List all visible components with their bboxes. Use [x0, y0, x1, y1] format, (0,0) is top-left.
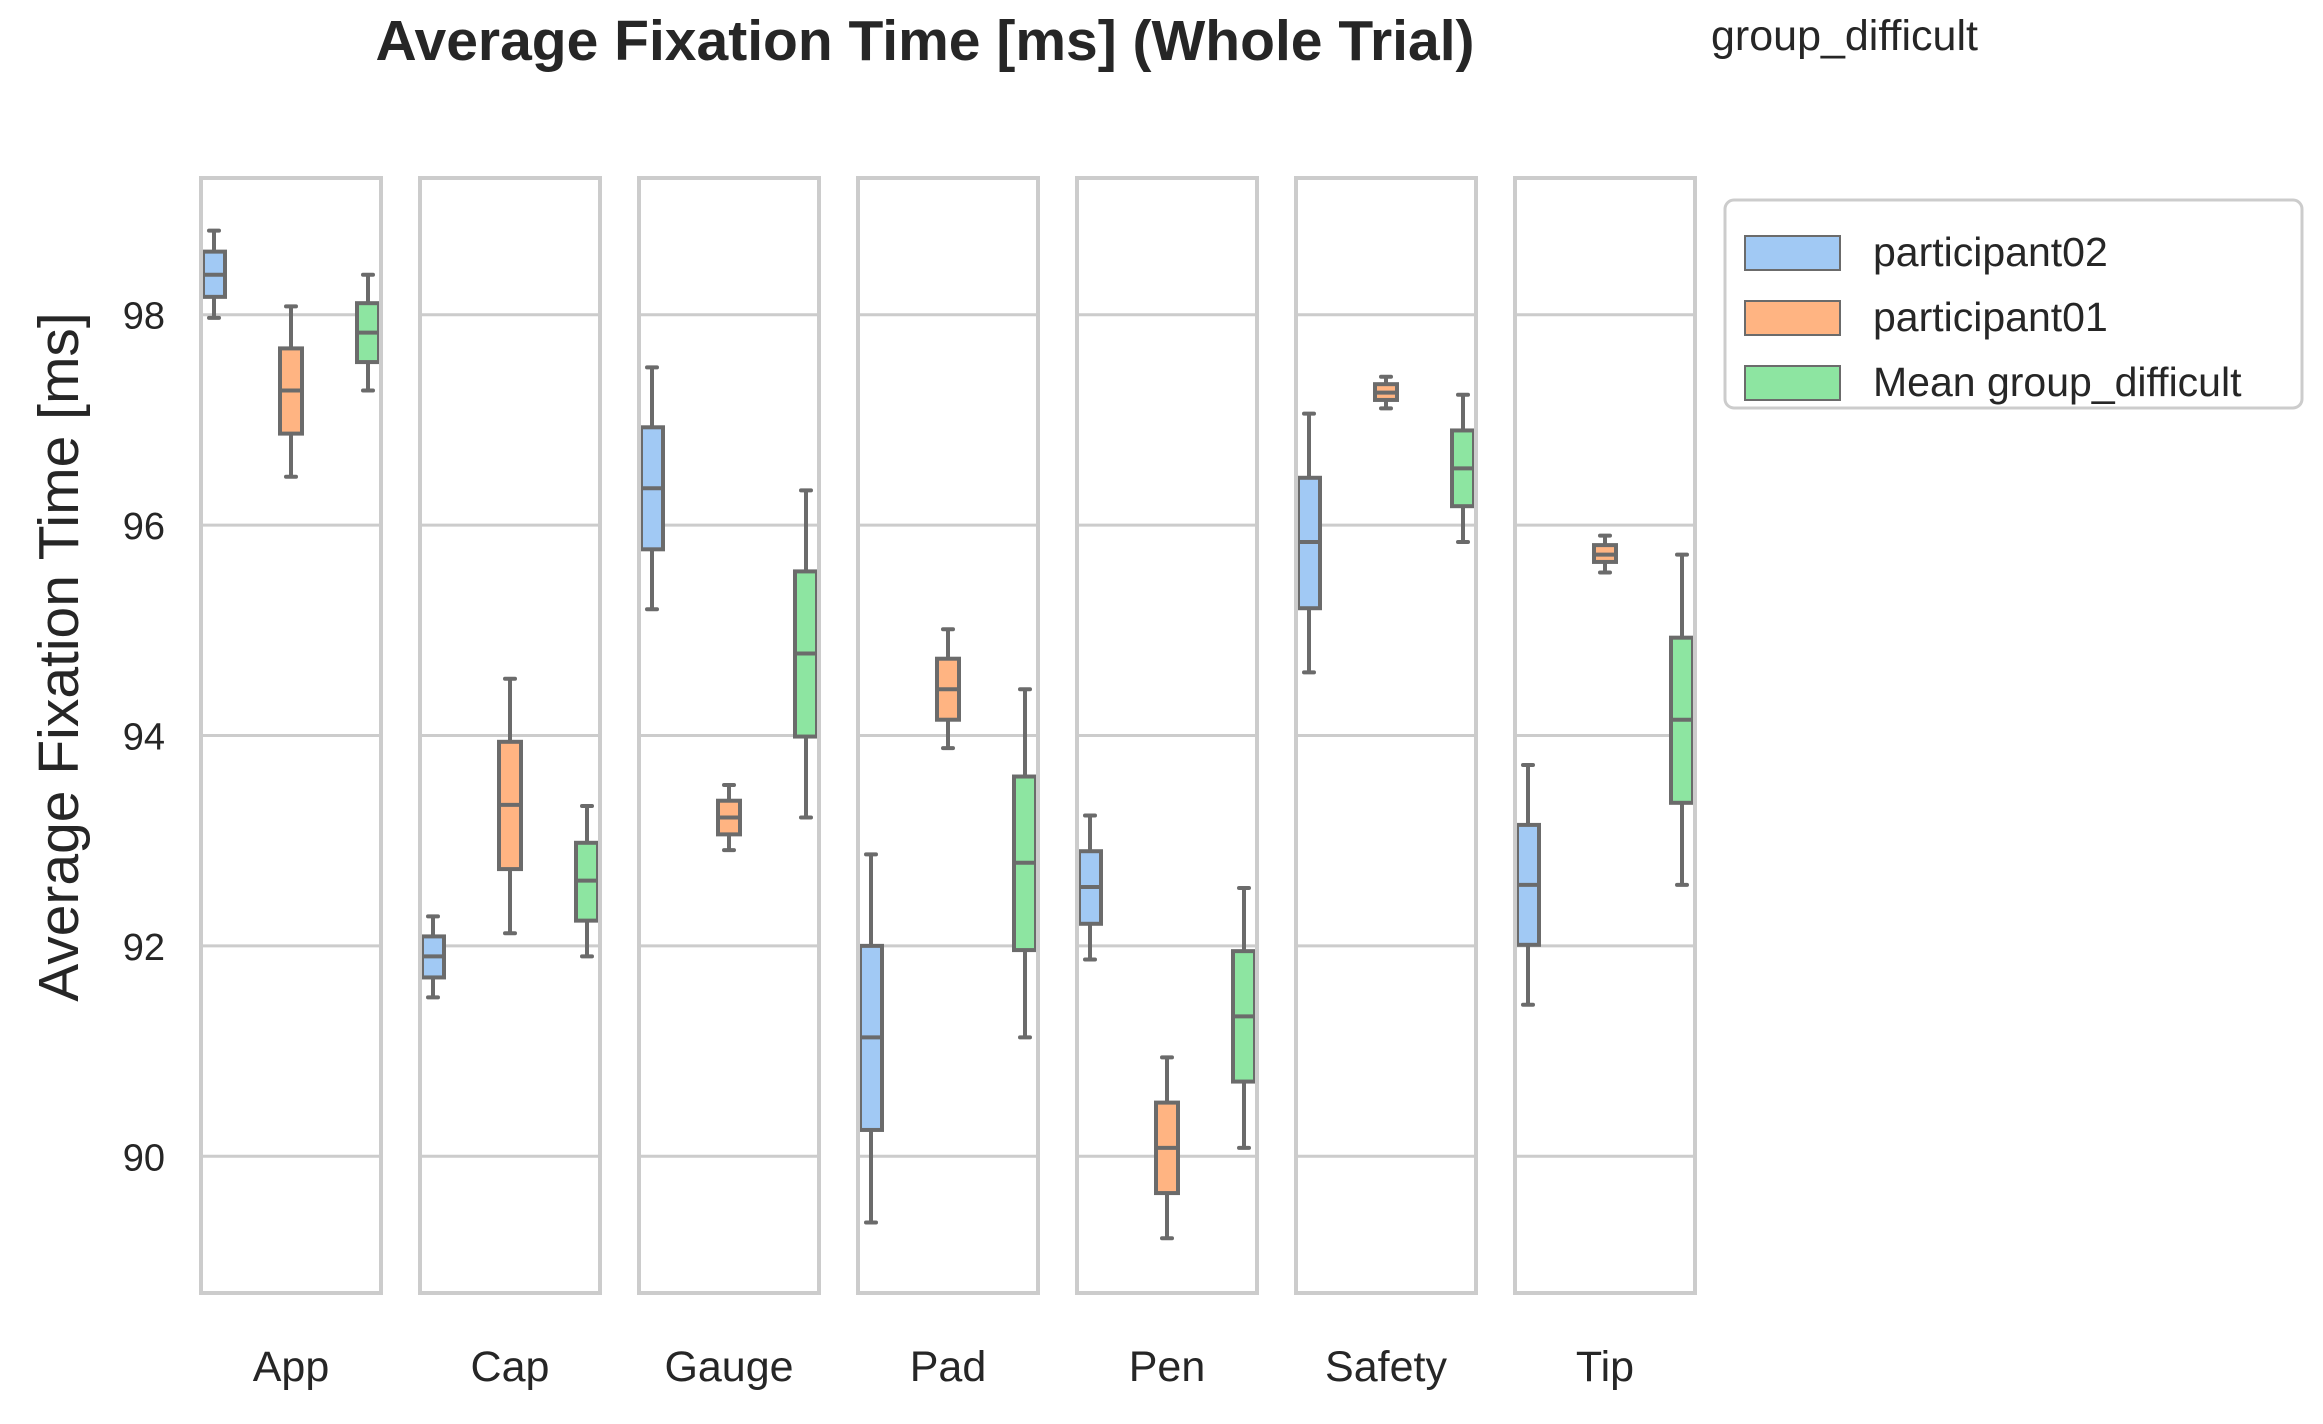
box-participant01-pen	[1154, 1055, 1180, 1241]
box-mean-group-difficult-cap	[574, 803, 600, 959]
box-mean-group-difficult-pad	[1012, 687, 1038, 1040]
facet-panels: App Cap Gauge Pad Pen Safety Tip	[199, 176, 1697, 1391]
y-tick-label: 96	[123, 506, 165, 548]
facet-panel-app: App	[199, 176, 383, 1391]
facet-frame	[418, 176, 602, 1295]
box-participant01-app	[278, 304, 304, 479]
box-mean-group-difficult-app	[355, 272, 381, 393]
facet-frame	[856, 176, 1040, 1295]
box-participant01-safety	[1373, 374, 1399, 411]
box-participant01-tip	[1592, 533, 1618, 575]
legend-label: participant02	[1873, 229, 2108, 275]
box-mean-group-difficult-gauge	[793, 488, 819, 820]
box-participant02-cap	[420, 914, 446, 1000]
legend-item-mean-group-difficult: Mean group_difficult	[1744, 359, 2242, 405]
facet-frame	[199, 176, 383, 1295]
y-axis-label: Average Fixation Time [ms]	[27, 312, 91, 1002]
y-tick-label: 94	[123, 717, 165, 759]
category-label-pad: Pad	[910, 1343, 987, 1391]
y-tick-label: 92	[123, 927, 165, 969]
box-mean-group-difficult-tip	[1669, 552, 1695, 887]
facet-panel-pad: Pad	[856, 176, 1040, 1391]
category-label-tip: Tip	[1576, 1343, 1634, 1391]
legend: participant02 participant01 Mean group_dif…	[1723, 198, 2304, 410]
box-participant01-cap	[497, 676, 523, 936]
facet-frame	[637, 176, 821, 1295]
box-participant02-safety	[1296, 411, 1322, 675]
legend-title: group_difficult	[1711, 12, 1978, 60]
facet-frame	[1075, 176, 1259, 1295]
category-label-pen: Pen	[1129, 1343, 1206, 1391]
category-label-safety: Safety	[1325, 1343, 1447, 1391]
legend-label: Mean group_difficult	[1873, 359, 2242, 405]
legend-item-participant01: participant01	[1744, 294, 2108, 340]
box-mean-group-difficult-safety	[1450, 392, 1476, 544]
facet-panel-tip: Tip	[1513, 176, 1697, 1391]
y-tick-label: 90	[123, 1137, 165, 1179]
facet-panel-safety: Safety	[1294, 176, 1478, 1391]
box-participant02-gauge	[639, 365, 665, 612]
category-label-gauge: Gauge	[664, 1343, 793, 1391]
legend-label: participant01	[1873, 294, 2108, 340]
y-tick-label: 98	[123, 296, 165, 338]
box-mean-group-difficult-pen	[1231, 886, 1257, 1150]
facet-frame	[1513, 176, 1697, 1295]
chart-title: Average Fixation Time [ms] (Whole Trial)	[375, 9, 1474, 73]
box-participant01-pad	[935, 627, 961, 751]
box-participant02-tip	[1515, 762, 1541, 1007]
legend-swatch	[1744, 365, 1841, 401]
legend-frame	[1723, 198, 2304, 410]
facet-panel-gauge: Gauge	[637, 176, 821, 1391]
y-axis-ticks: 90 92 94 96 98	[123, 296, 165, 1180]
facet-panel-pen: Pen	[1075, 176, 1259, 1391]
category-label-app: App	[253, 1343, 330, 1391]
box-participant02-pen	[1077, 813, 1103, 962]
box-participant01-gauge	[716, 782, 742, 853]
box-participant02-pad	[858, 852, 884, 1225]
category-label-cap: Cap	[471, 1343, 550, 1391]
box-participant02-app	[201, 228, 227, 320]
facet-frame	[1294, 176, 1478, 1295]
legend-swatch	[1744, 300, 1841, 336]
legend-item-participant02: participant02	[1744, 229, 2108, 275]
legend-swatch	[1744, 235, 1841, 271]
facet-panel-cap: Cap	[418, 176, 602, 1391]
